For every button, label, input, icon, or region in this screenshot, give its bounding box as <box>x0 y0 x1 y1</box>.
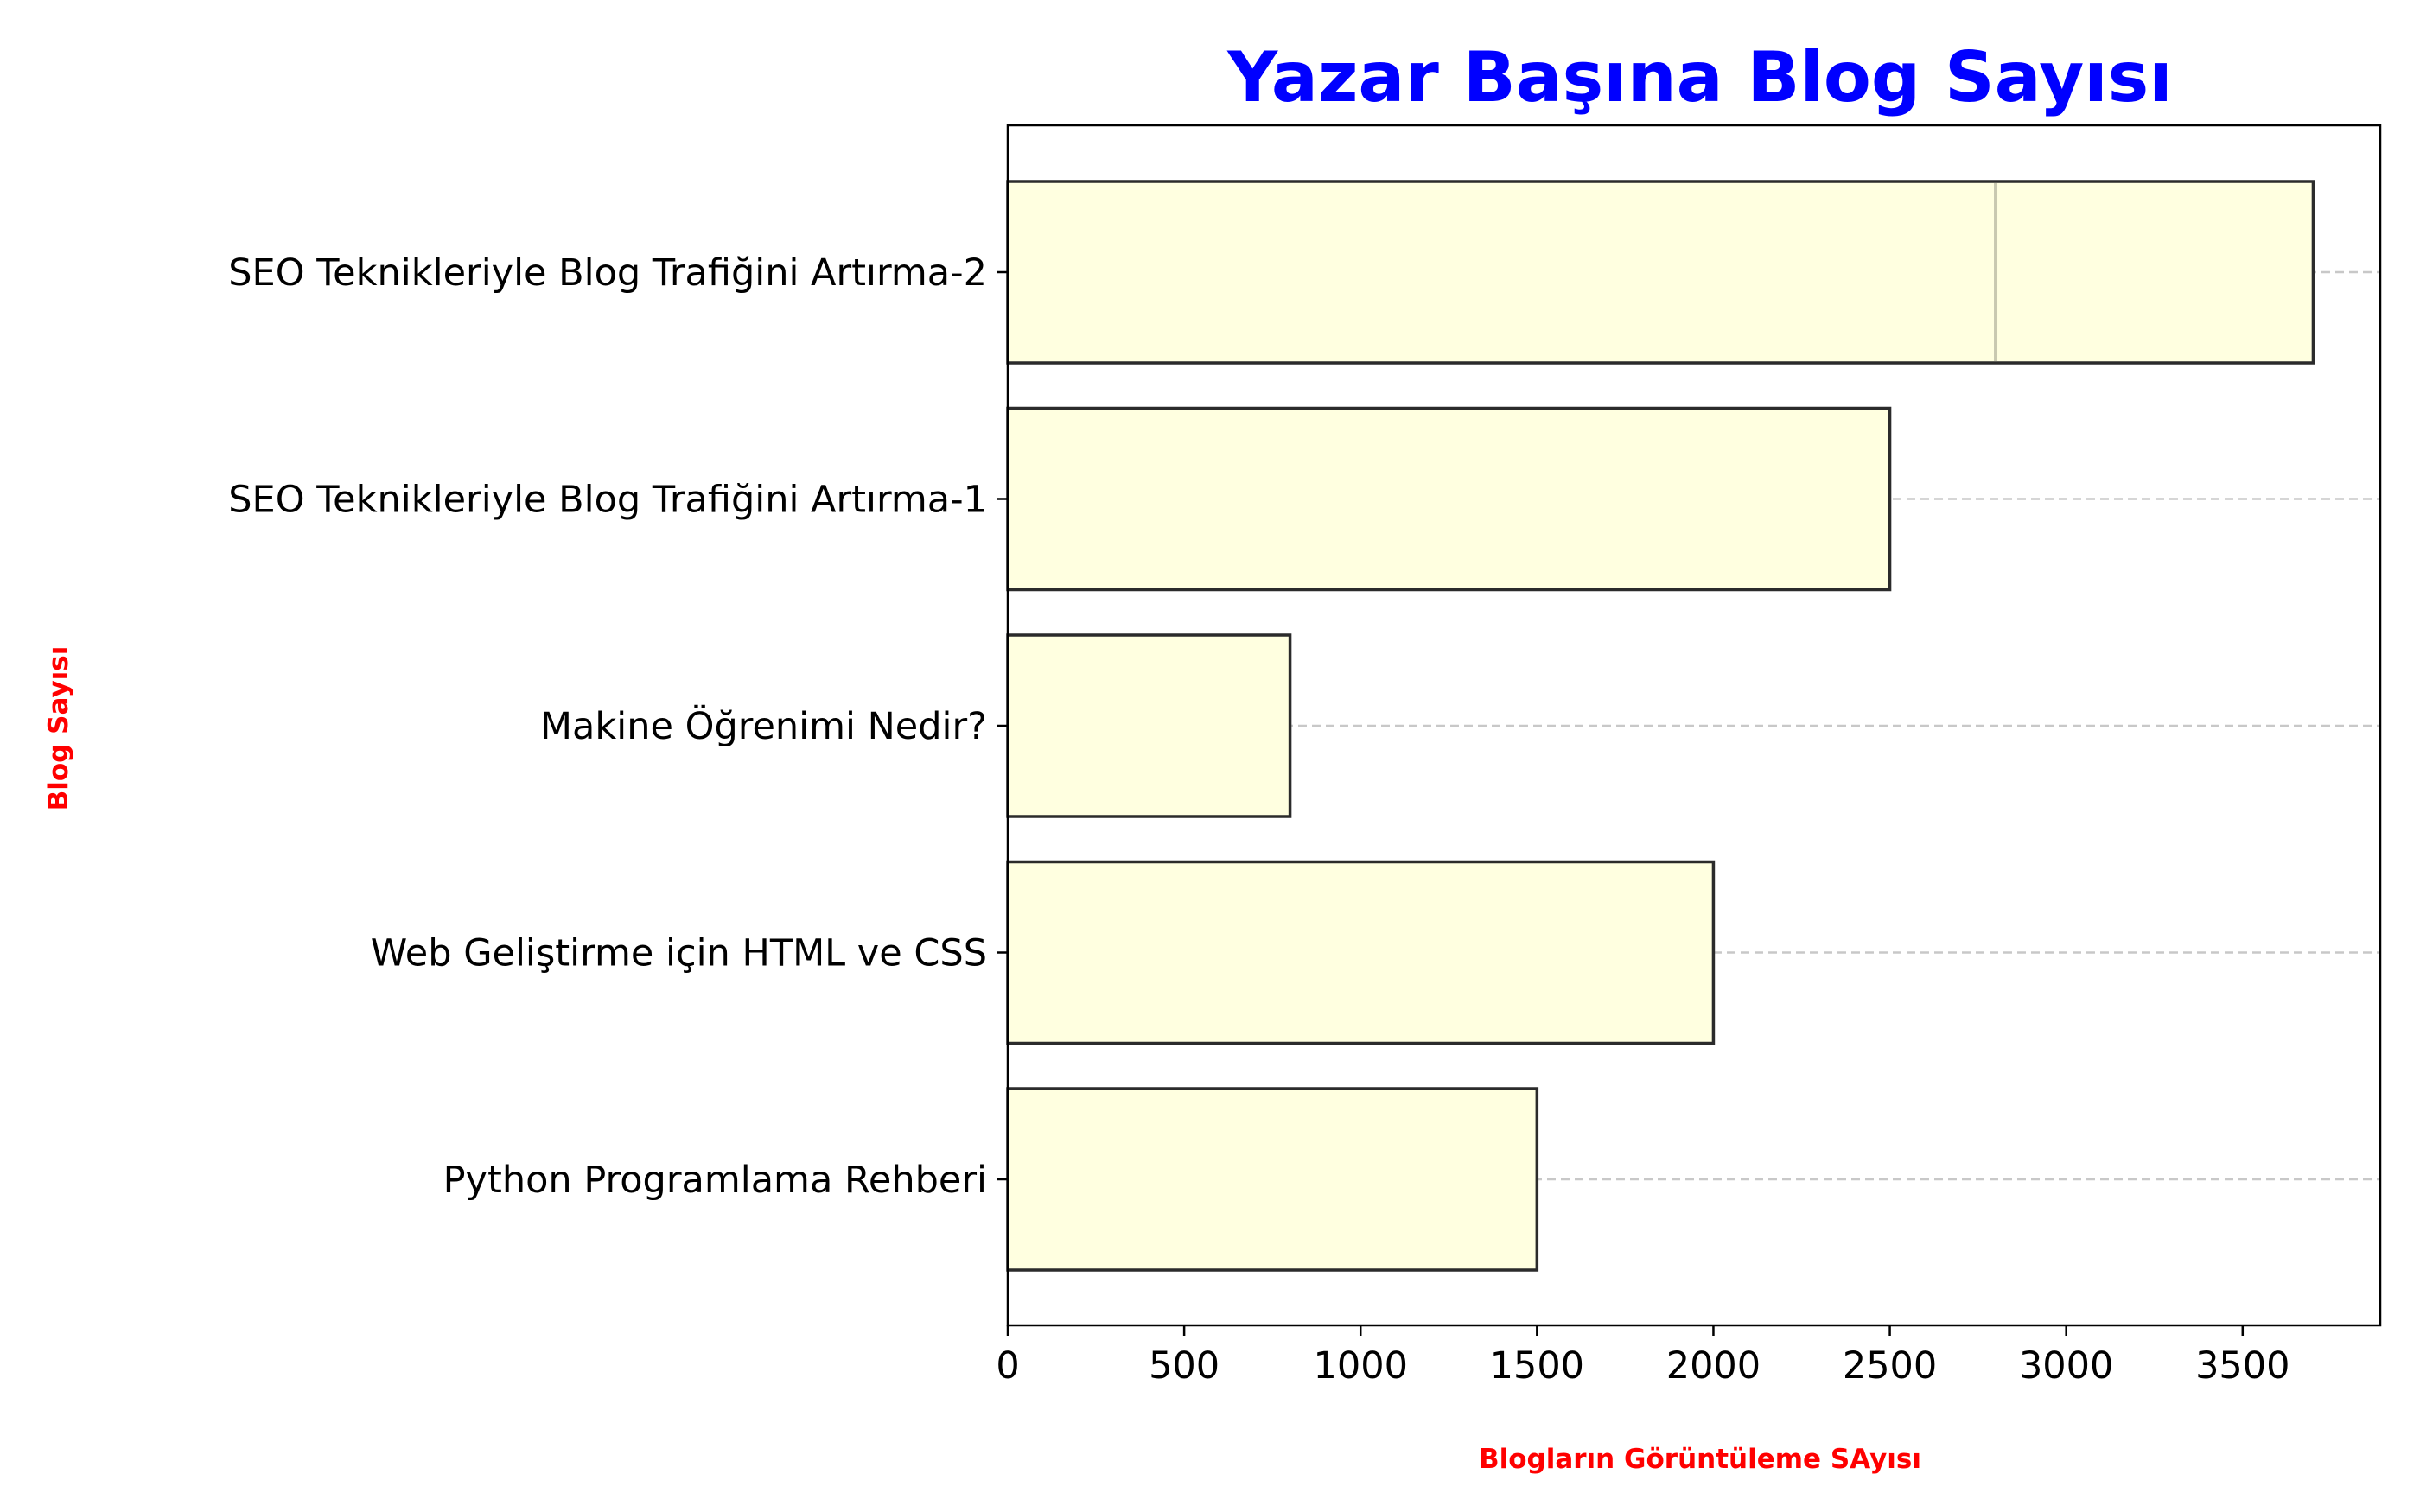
bar <box>1006 180 2315 365</box>
y-tick-label: SEO Teknikleriyle Blog Trafiğini Artırma… <box>228 479 987 522</box>
bar <box>1006 633 1292 818</box>
bars <box>1006 180 2315 1272</box>
x-tick-label: 500 <box>1149 1344 1220 1388</box>
y-tick-label: Python Programlama Rehberi <box>443 1159 987 1202</box>
y-tick-label: SEO Teknikleriyle Blog Trafiğini Artırma… <box>228 251 987 295</box>
bar <box>1006 860 1716 1045</box>
x-tick-label: 1000 <box>1314 1344 1408 1388</box>
x-tick-label: 0 <box>996 1344 1019 1388</box>
bar <box>1006 1087 1539 1272</box>
x-tick-label: 2500 <box>1843 1344 1937 1388</box>
axis-ticks: Python Programlama Rehberi Web Geliştirme… <box>228 251 2289 1388</box>
y-tick-label: Web Geliştirme için HTML ve CSS <box>371 932 987 975</box>
y-tick-label: Makine Öğrenimi Nedir? <box>540 704 987 748</box>
y-axis-label: Blog Sayısı <box>43 646 74 811</box>
bar <box>1006 406 1892 592</box>
x-tick-label: 3500 <box>2195 1344 2289 1388</box>
chart-title: Yazar Başına Blog Sayısı <box>1226 37 2172 118</box>
x-axis-label: Blogların Görüntüleme SAyısı <box>1479 1444 1921 1475</box>
x-tick-label: 1500 <box>1490 1344 1584 1388</box>
plot-frame <box>1006 124 2382 1327</box>
x-tick-label: 3000 <box>2019 1344 2113 1388</box>
x-tick-label: 2000 <box>1666 1344 1761 1388</box>
